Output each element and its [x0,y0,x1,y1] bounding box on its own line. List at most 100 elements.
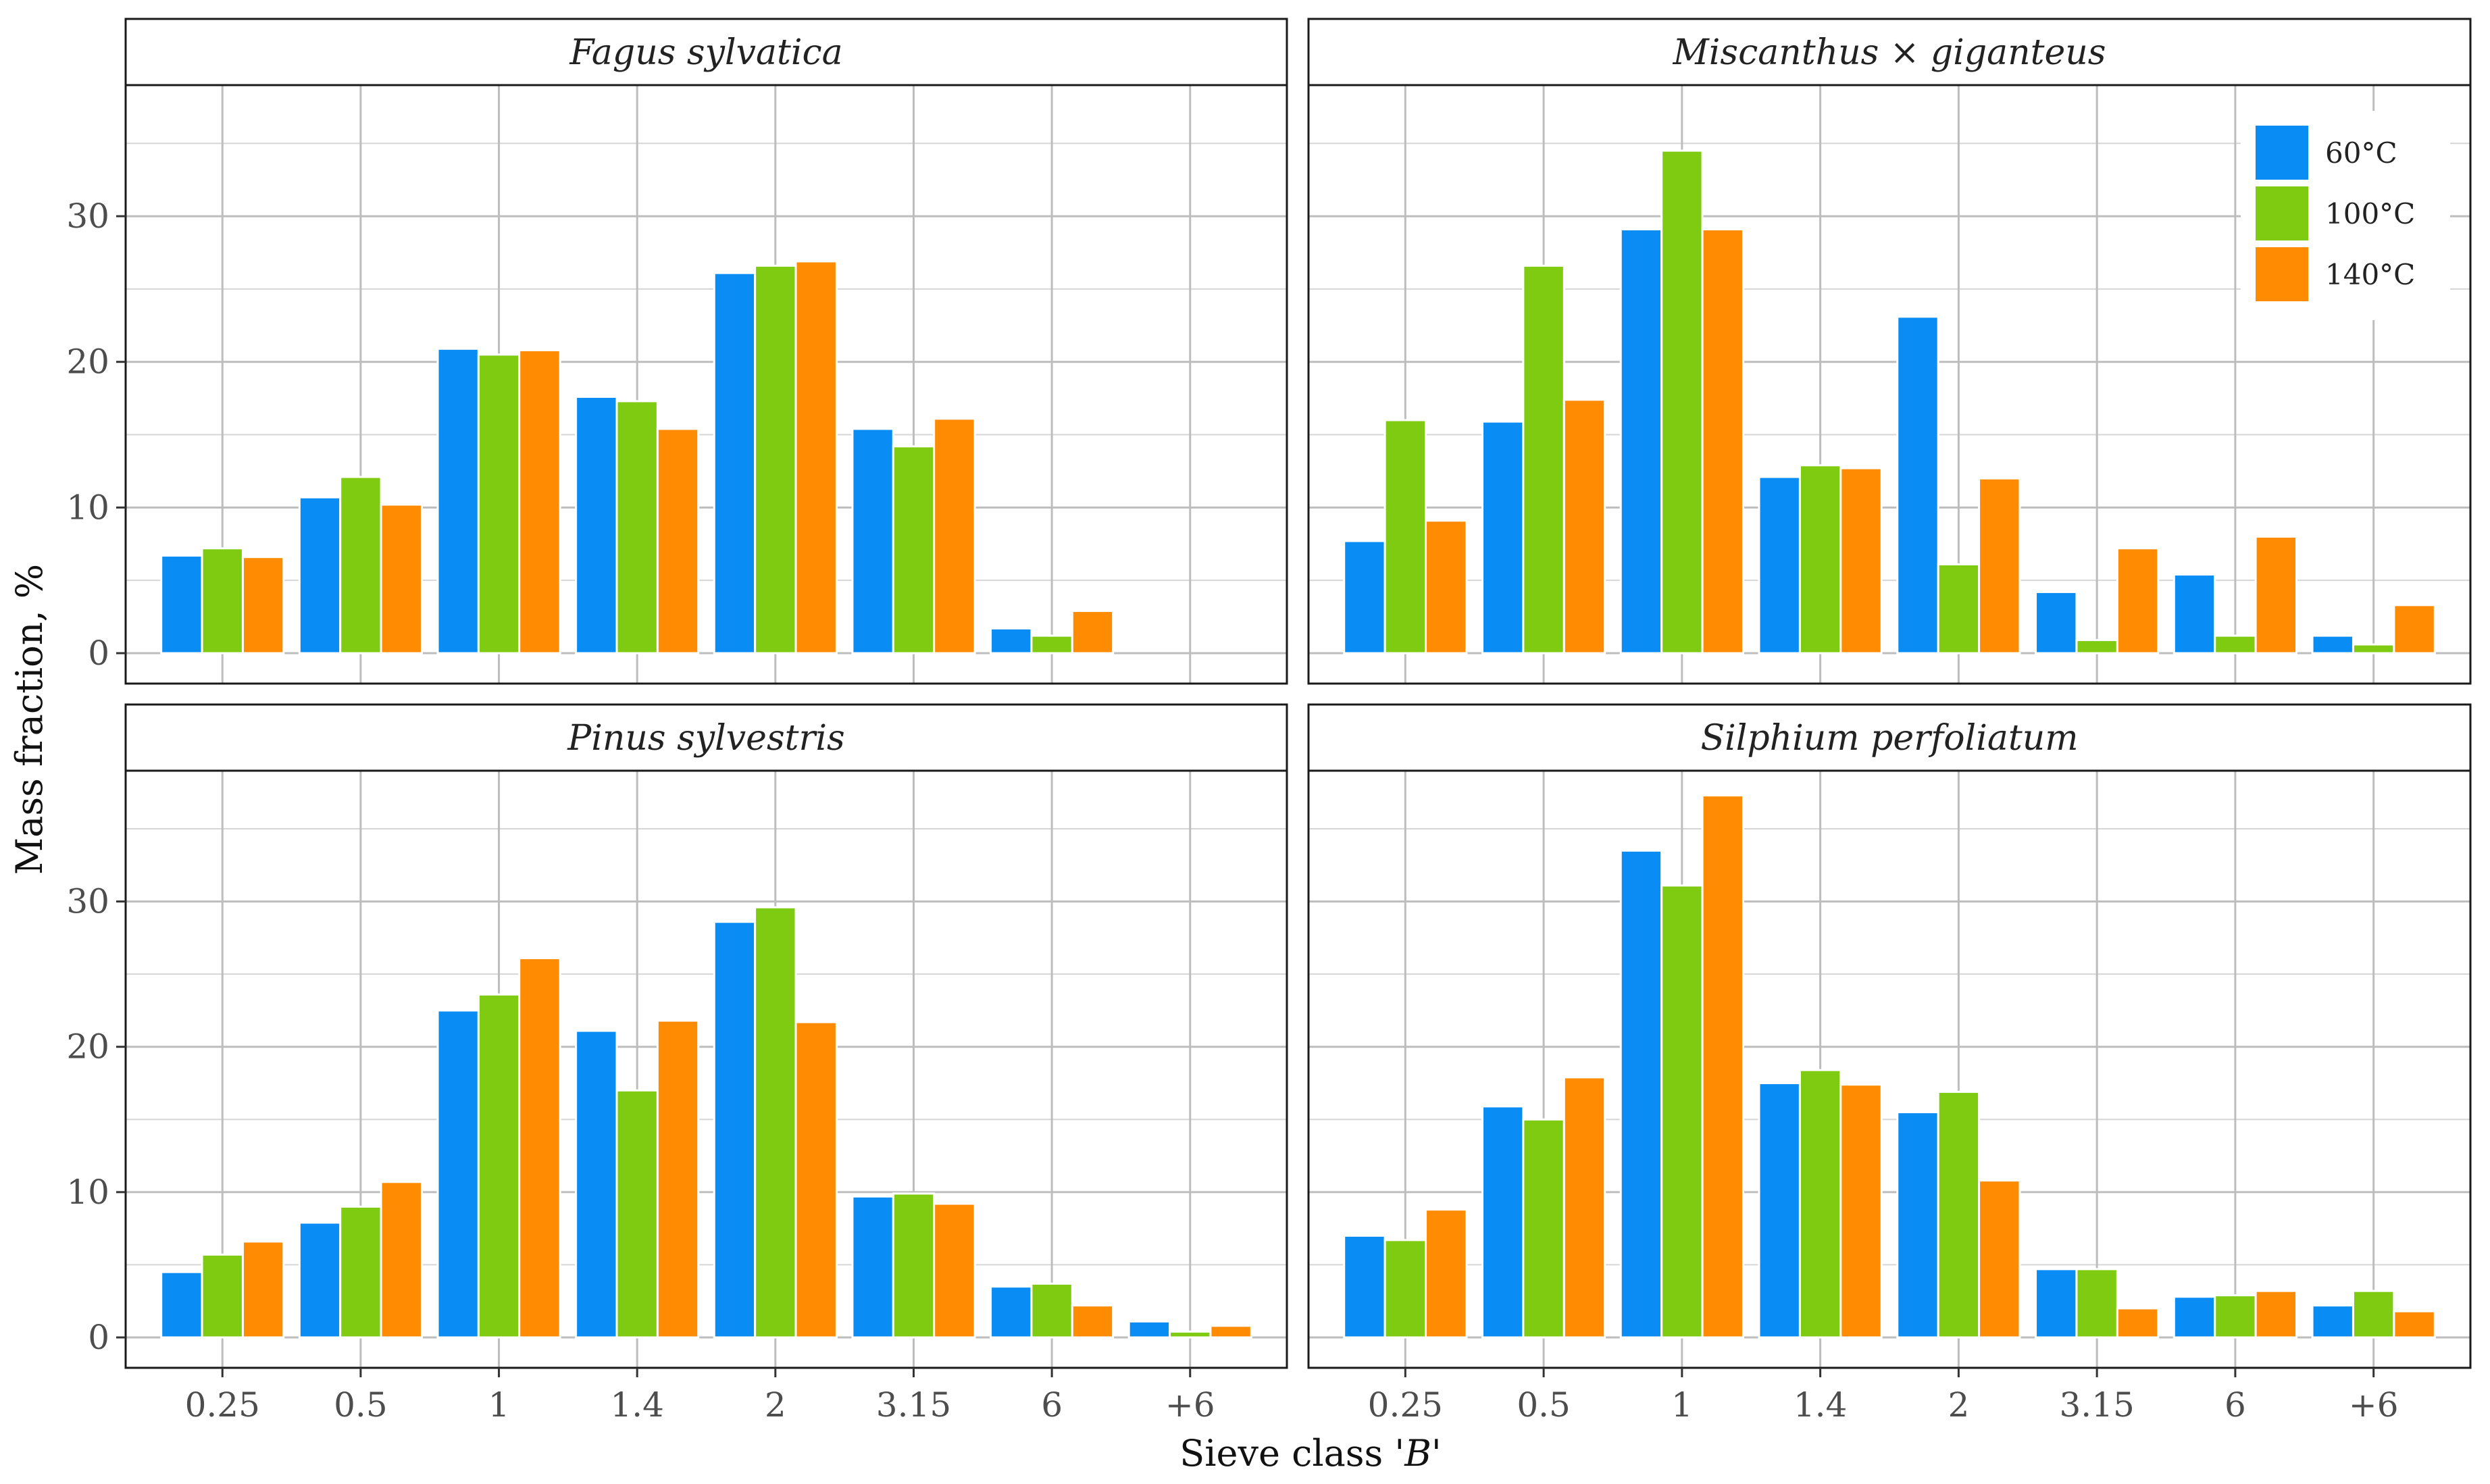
panel-border [1307,84,2472,685]
bar [1343,1234,1386,1339]
bar [1798,1069,1842,1339]
bar [380,503,423,655]
bar [754,264,797,655]
bar [1839,1083,1883,1339]
x-axis-title: Sieve class 'B' [1179,1432,1442,1475]
bar [241,556,285,655]
bar [615,1089,659,1339]
bar [1383,419,1427,655]
bar [1798,464,1842,655]
bar [1030,1282,1073,1339]
bar [339,476,382,655]
bar [160,555,203,655]
x-tick-label: 6 [2225,1385,2246,1425]
bar [160,1271,203,1339]
y-tick-label: 0 [88,1318,109,1357]
x-tick-label: 0.5 [334,1385,388,1425]
bar [1071,1304,1115,1339]
y-tick-label: 10 [66,1173,109,1212]
legend-label: 100°C [2325,197,2415,230]
bar [201,1253,244,1339]
bar [1481,1105,1525,1339]
bar [575,395,618,655]
bar [1522,264,1565,655]
x-tick-label: 1.4 [610,1385,664,1425]
legend-label: 140°C [2325,258,2415,291]
facet-strip [124,18,1288,86]
bar [2116,1307,2160,1339]
bar [851,1195,894,1339]
bar [2035,590,2078,655]
bar [2254,1289,2298,1339]
x-tick-label: +6 [1165,1385,1215,1425]
facet-panel: Fagus sylvatica 0 10 20 30 [66,18,1288,685]
legend: 60°C 100°C 140°C [2241,111,2450,320]
x-tick-label: 0.25 [185,1385,260,1425]
bar [1383,1239,1427,1339]
y-tick-label: 10 [66,488,109,527]
facet-title: Fagus sylvatica [569,32,842,73]
bar [713,272,757,655]
bar [436,1009,480,1339]
facet-title: Miscanthus × giganteus [1673,32,2106,73]
bar [1896,1111,1939,1339]
bar [794,1021,838,1339]
bar [990,1285,1033,1339]
bar [990,627,1033,655]
bar [2173,1296,2216,1339]
legend-label: 60°C [2325,136,2397,170]
bar [477,353,521,655]
bar [2075,1268,2118,1339]
bar [1660,149,1704,655]
panel-border [1307,769,2472,1369]
bar [436,347,480,655]
bar [380,1181,423,1339]
bar [339,1205,382,1339]
bar [851,428,894,655]
bar [615,400,659,655]
bar [1978,1179,2021,1339]
bar [933,1202,976,1339]
bar [794,260,838,655]
bar [713,921,757,1339]
bar [2214,634,2257,655]
bar [2116,547,2160,655]
bar [1839,467,1883,655]
bar [1701,794,1744,1339]
facet-panel: Pinus sylvestris 0 10 20 30 0.25 0.5 1 1.4 2 3.15 6… [66,703,1288,1425]
facet-strip [1307,703,2472,772]
bar [1071,609,1115,655]
bar [933,417,976,655]
bar [1562,399,1606,655]
bar [1758,476,1801,655]
bar [2035,1268,2078,1339]
bar [1978,477,2021,655]
bar [1701,228,1744,655]
x-tick-label: 3.15 [876,1385,951,1425]
bar [1937,1090,1981,1339]
bar [892,1192,936,1339]
facet-strip [1307,18,2472,86]
bar [518,957,561,1339]
facet-title: Silphium perfoliatum [1700,718,2078,759]
bar [1425,1208,1468,1339]
legend-key [2256,186,2308,240]
bar [298,496,342,655]
x-tick-label: +6 [2349,1385,2399,1425]
legend-key [2256,247,2308,301]
x-tick-label: 3.15 [2059,1385,2134,1425]
x-tick-label: 0.25 [1368,1385,1443,1425]
bar [2393,604,2436,655]
bar [1562,1076,1606,1339]
bar [2393,1310,2436,1339]
x-tick-label: 2 [765,1385,786,1425]
legend-key [2256,126,2308,180]
bar [1127,1320,1171,1339]
bar [2075,639,2118,655]
bar [201,547,244,655]
x-tick-label: 1 [488,1385,510,1425]
y-tick-label: 20 [66,342,109,382]
bar [1343,540,1386,655]
